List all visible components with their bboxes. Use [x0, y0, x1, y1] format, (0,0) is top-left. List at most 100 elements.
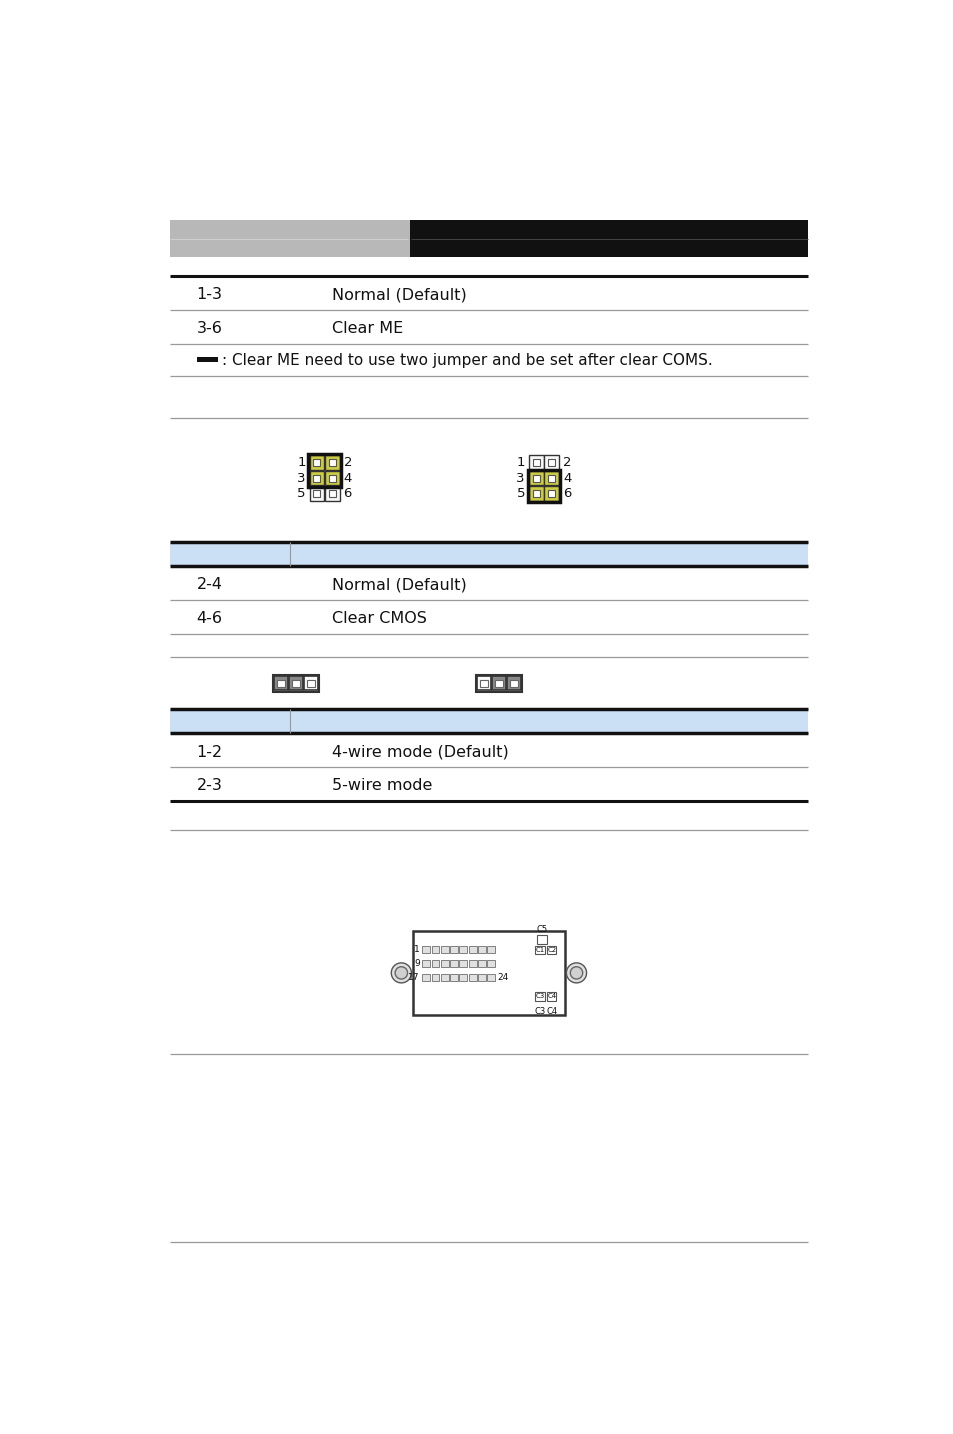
Text: C1: C1	[535, 948, 544, 954]
Text: 4: 4	[562, 472, 571, 485]
Text: Clear ME: Clear ME	[332, 321, 403, 336]
Circle shape	[570, 967, 582, 979]
Bar	[289, 677, 303, 690]
Bar	[313, 490, 320, 498]
Bar	[329, 475, 335, 482]
Bar	[527, 470, 559, 502]
Bar	[325, 486, 339, 500]
Bar	[170, 542, 807, 566]
Bar	[313, 459, 320, 466]
Bar	[477, 959, 485, 967]
Text: 4-wire mode (Default): 4-wire mode (Default)	[332, 744, 509, 760]
Bar	[546, 992, 556, 1001]
Text: 3: 3	[296, 472, 305, 485]
Bar	[292, 680, 299, 687]
Bar	[450, 974, 457, 981]
Text: 5: 5	[296, 488, 305, 500]
Bar	[309, 470, 324, 486]
Text: 4: 4	[343, 472, 352, 485]
Bar	[422, 959, 430, 967]
Bar	[476, 677, 491, 690]
Text: 1: 1	[516, 456, 524, 469]
Text: 9: 9	[414, 959, 419, 968]
Bar	[450, 946, 457, 952]
Bar	[548, 459, 555, 466]
Text: 6: 6	[343, 488, 352, 500]
Bar	[309, 456, 324, 470]
Bar	[273, 675, 319, 691]
Bar	[487, 974, 495, 981]
Bar	[170, 219, 410, 257]
Bar	[532, 459, 539, 466]
Bar	[509, 680, 517, 687]
Bar	[410, 219, 807, 257]
Text: C4: C4	[547, 994, 556, 999]
Bar	[325, 456, 339, 470]
Text: 3: 3	[516, 472, 524, 485]
Bar	[303, 677, 317, 690]
Bar	[528, 486, 543, 500]
Bar	[468, 959, 476, 967]
Text: 24: 24	[497, 972, 508, 982]
Text: 5: 5	[516, 488, 524, 500]
Bar	[468, 946, 476, 952]
Bar	[325, 470, 339, 486]
Bar	[196, 357, 218, 361]
Bar	[450, 959, 457, 967]
Bar	[546, 946, 556, 955]
Text: : Clear ME need to use two jumper and be set after clear COMS.: : Clear ME need to use two jumper and be…	[222, 353, 712, 369]
Text: 2-3: 2-3	[196, 779, 222, 793]
Bar	[532, 475, 539, 482]
Bar	[309, 486, 324, 500]
Bar	[532, 490, 539, 498]
Bar	[506, 677, 520, 690]
Text: C2: C2	[547, 948, 556, 954]
Circle shape	[395, 967, 407, 979]
Text: 1: 1	[296, 456, 305, 469]
Bar	[431, 974, 439, 981]
Text: 6: 6	[562, 488, 571, 500]
Bar	[440, 946, 448, 952]
Bar	[277, 680, 285, 687]
Bar	[535, 946, 544, 955]
Text: C3: C3	[535, 994, 544, 999]
Text: 5-wire mode: 5-wire mode	[332, 779, 433, 793]
Bar	[313, 475, 320, 482]
Circle shape	[566, 962, 586, 982]
Bar	[492, 677, 505, 690]
Bar	[528, 470, 543, 486]
Bar	[476, 675, 521, 691]
Bar	[431, 946, 439, 952]
Bar	[477, 974, 485, 981]
Text: 1-3: 1-3	[196, 287, 222, 303]
Bar	[487, 959, 495, 967]
Text: Clear CMOS: Clear CMOS	[332, 611, 427, 627]
Bar	[548, 490, 555, 498]
Bar	[329, 459, 335, 466]
Bar	[535, 992, 544, 1001]
Bar	[440, 959, 448, 967]
Text: C4: C4	[545, 1007, 557, 1015]
Bar	[422, 974, 430, 981]
Text: C3: C3	[534, 1007, 545, 1015]
Bar	[544, 486, 558, 500]
Bar	[528, 456, 543, 470]
Text: 1: 1	[414, 945, 419, 954]
Bar	[170, 708, 807, 733]
Bar	[459, 959, 467, 967]
Bar	[480, 680, 488, 687]
Bar	[459, 974, 467, 981]
Bar	[548, 475, 555, 482]
Bar	[487, 946, 495, 952]
Text: Normal (Default): Normal (Default)	[332, 578, 467, 592]
Bar	[468, 974, 476, 981]
Bar	[440, 974, 448, 981]
Text: 3-6: 3-6	[196, 321, 222, 336]
Bar	[477, 946, 485, 952]
Bar	[307, 680, 314, 687]
Bar	[308, 455, 340, 486]
Bar	[544, 470, 558, 486]
Circle shape	[391, 962, 411, 982]
Text: 2: 2	[562, 456, 571, 469]
Bar	[274, 677, 288, 690]
